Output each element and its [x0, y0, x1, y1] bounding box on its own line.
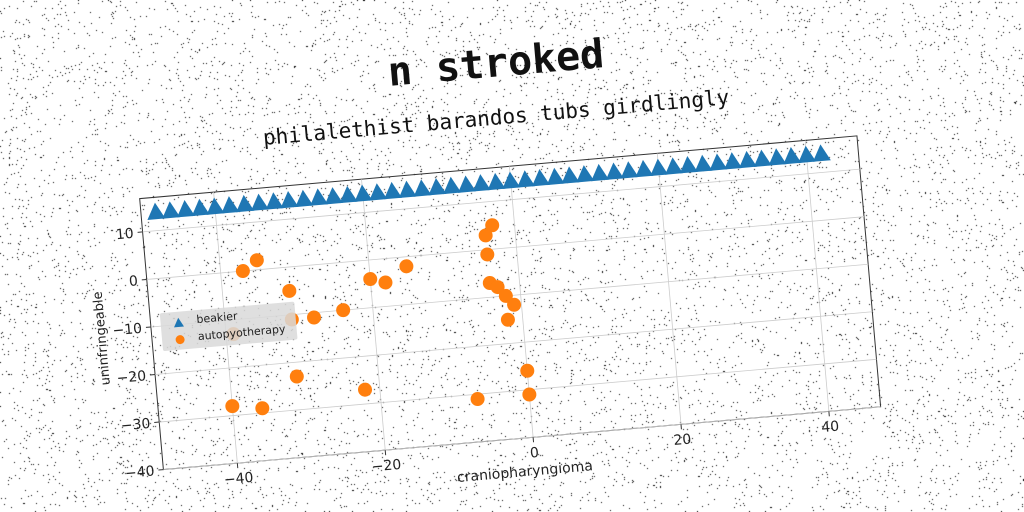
data-point-autopyotherapy: [520, 363, 535, 378]
data-point-beakier: [398, 180, 417, 199]
series-beakier: [147, 144, 831, 221]
data-point-beakier: [531, 168, 550, 187]
data-point-beakier: [635, 159, 654, 178]
x-gridline: [804, 140, 830, 412]
data-point-beakier: [443, 176, 462, 195]
x-axis-label: craniopharyngioma: [456, 458, 593, 486]
data-point-beakier: [162, 201, 181, 219]
data-point-autopyotherapy: [498, 288, 513, 303]
legend-label-beakier: beakier: [196, 310, 239, 327]
x-tick-label: −40: [223, 470, 254, 489]
x-tick-label: 40: [821, 419, 840, 436]
data-point-autopyotherapy: [249, 253, 264, 268]
data-point-beakier: [369, 183, 388, 201]
data-point-autopyotherapy: [307, 310, 322, 325]
y-tick-label: −30: [120, 416, 151, 435]
y-gridline: [155, 311, 873, 375]
y-axis-label: uninfringeable: [91, 291, 114, 386]
data-point-autopyotherapy: [480, 247, 495, 262]
data-point-autopyotherapy: [485, 218, 500, 233]
data-point-autopyotherapy: [507, 297, 522, 312]
data-point-autopyotherapy: [225, 399, 240, 414]
data-point-beakier: [384, 181, 402, 200]
data-point-beakier: [620, 161, 639, 179]
y-tick-label: −40: [124, 463, 155, 482]
data-point-beakier: [413, 179, 432, 197]
data-point-beakier: [650, 158, 669, 177]
data-point-beakier: [798, 145, 817, 164]
data-point-autopyotherapy: [399, 259, 414, 274]
data-point-autopyotherapy: [255, 401, 270, 416]
x-tick-label: −20: [371, 457, 402, 476]
data-point-autopyotherapy: [500, 312, 515, 327]
data-point-beakier: [605, 162, 624, 180]
data-point-beakier: [265, 192, 284, 210]
data-point-autopyotherapy: [490, 280, 505, 295]
data-point-beakier: [280, 190, 299, 209]
x-tick-label: 20: [673, 432, 692, 449]
data-point-beakier: [428, 178, 447, 196]
data-point-beakier: [768, 148, 787, 166]
data-point-beakier: [354, 184, 373, 202]
data-point-autopyotherapy: [282, 283, 297, 298]
data-point-beakier: [812, 144, 831, 162]
data-point-beakier: [738, 150, 757, 169]
data-point-autopyotherapy: [235, 264, 250, 279]
data-point-autopyotherapy: [289, 369, 304, 384]
data-point-autopyotherapy: [363, 272, 378, 287]
data-point-beakier: [561, 166, 580, 184]
data-point-beakier: [576, 165, 595, 183]
y-gridline: [146, 216, 865, 280]
data-point-beakier: [517, 170, 536, 188]
data-point-beakier: [339, 185, 358, 204]
y-tick-label: −10: [112, 321, 143, 340]
y-tick-label: −20: [116, 368, 147, 387]
x-gridline: [361, 179, 386, 451]
x-tick-label: 0: [529, 445, 539, 462]
data-point-beakier: [176, 200, 195, 218]
data-point-beakier: [310, 188, 329, 206]
x-gridline: [656, 153, 682, 425]
data-point-beakier: [191, 198, 210, 217]
y-gridline: [163, 406, 881, 470]
data-point-beakier: [679, 156, 698, 174]
data-point-beakier: [546, 167, 565, 186]
data-point-beakier: [487, 172, 506, 191]
y-tick-label: 0: [128, 273, 138, 290]
y-gridline: [142, 168, 860, 233]
legend-marker-autopyotherapy: [175, 335, 185, 345]
legend: beakier autopyotherapy: [159, 301, 298, 352]
data-point-autopyotherapy: [336, 303, 351, 318]
data-point-beakier: [221, 196, 240, 214]
data-point-autopyotherapy: [378, 275, 393, 290]
data-point-autopyotherapy: [522, 387, 537, 402]
data-point-beakier: [709, 153, 728, 171]
data-point-beakier: [457, 175, 476, 193]
data-point-beakier: [783, 146, 802, 165]
data-point-autopyotherapy: [358, 382, 373, 397]
data-point-beakier: [724, 152, 743, 170]
data-point-beakier: [147, 202, 166, 221]
data-point-beakier: [295, 189, 314, 208]
data-point-beakier: [502, 171, 521, 189]
data-point-autopyotherapy: [478, 228, 493, 243]
data-point-beakier: [250, 193, 269, 211]
data-point-beakier: [591, 163, 610, 182]
data-point-autopyotherapy: [470, 391, 485, 406]
y-gridline: [159, 358, 877, 423]
legend-marker-beakier: [174, 317, 184, 328]
data-point-beakier: [753, 149, 772, 167]
data-point-beakier: [694, 154, 713, 173]
data-point-beakier: [324, 187, 343, 205]
y-tick-label: 10: [115, 226, 134, 243]
data-point-beakier: [665, 157, 683, 175]
data-point-beakier: [206, 197, 225, 215]
data-point-beakier: [236, 194, 255, 213]
data-point-beakier: [472, 174, 491, 192]
